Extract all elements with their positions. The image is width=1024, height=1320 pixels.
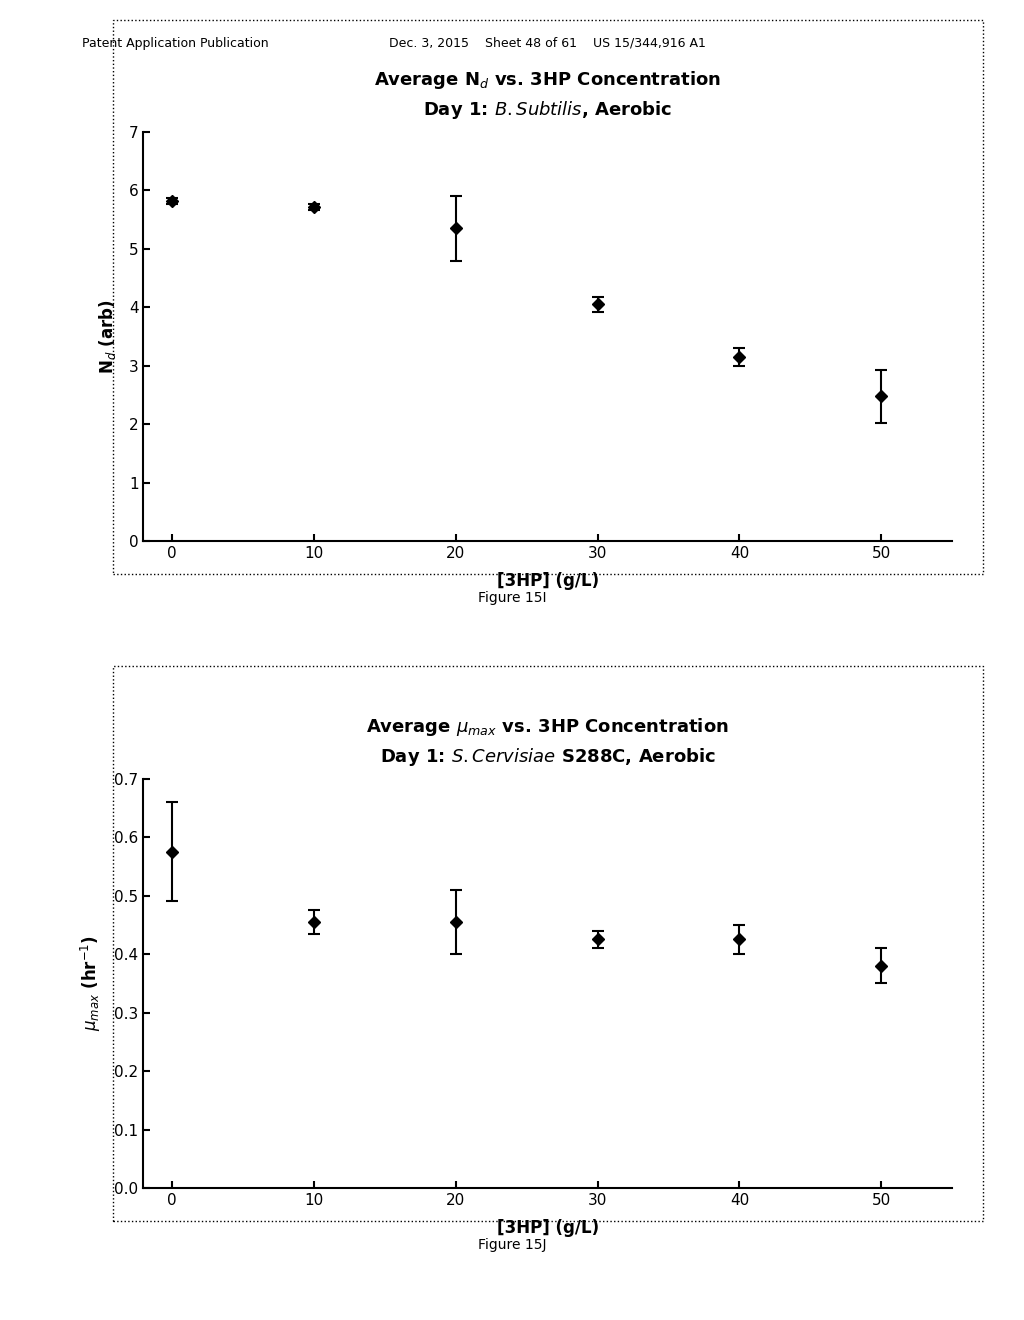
Y-axis label: N$_d$ (arb): N$_d$ (arb) [96, 300, 118, 374]
Text: Figure 15J: Figure 15J [478, 1238, 546, 1253]
Text: Dec. 3, 2015    Sheet 48 of 61    US 15/344,916 A1: Dec. 3, 2015 Sheet 48 of 61 US 15/344,91… [389, 37, 706, 50]
Title: Average $\mu_{max}$ vs. 3HP Concentration
Day 1: $\it{S. Cervisiae}$ S288C, Aero: Average $\mu_{max}$ vs. 3HP Concentratio… [367, 715, 729, 768]
Y-axis label: $\mu_{max}$ (hr$^{-1}$): $\mu_{max}$ (hr$^{-1}$) [79, 936, 103, 1031]
Text: Figure 15I: Figure 15I [478, 591, 546, 606]
Title: Average N$_d$ vs. 3HP Concentration
Day 1: $\it{B. Subtilis}$, Aerobic: Average N$_d$ vs. 3HP Concentration Day … [375, 70, 721, 121]
Text: Patent Application Publication: Patent Application Publication [82, 37, 268, 50]
X-axis label: [3HP] (g/L): [3HP] (g/L) [497, 1218, 599, 1237]
X-axis label: [3HP] (g/L): [3HP] (g/L) [497, 573, 599, 590]
